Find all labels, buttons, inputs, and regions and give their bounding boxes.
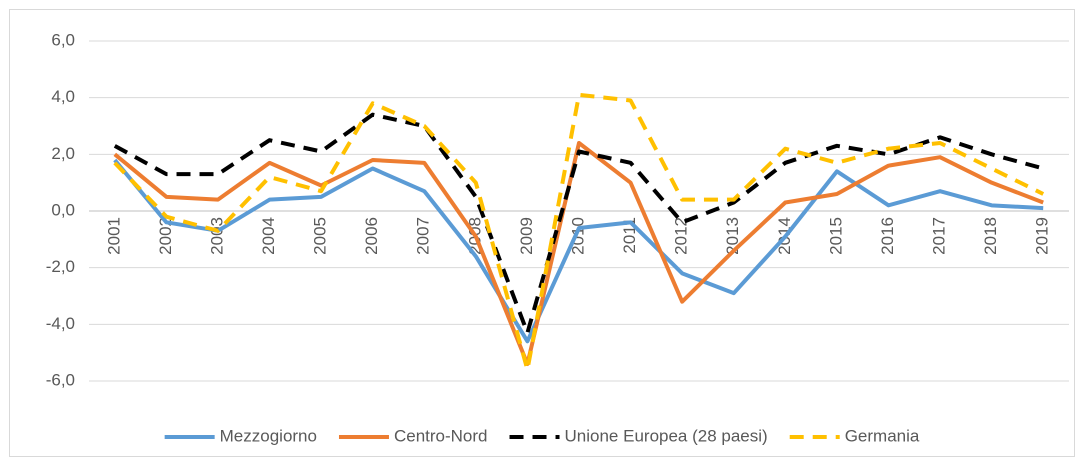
x-tick-label: 2002 [156, 217, 175, 255]
x-tick-label: 2016 [878, 217, 897, 255]
x-tick-label: 2012 [672, 217, 691, 255]
x-tick-label: 2003 [207, 217, 226, 255]
x-tick-label: 2007 [414, 217, 433, 255]
y-tick-label: 6,0 [51, 30, 75, 49]
y-tick-label: 2,0 [51, 144, 75, 163]
y-tick-label: -6,0 [46, 370, 75, 389]
x-tick-label: 2018 [981, 217, 1000, 255]
y-tick-label: 4,0 [51, 87, 75, 106]
x-tick-label: 2005 [311, 217, 330, 255]
series-line [113, 158, 1044, 344]
y-tick-label: 0,0 [51, 200, 75, 219]
legend-label: Centro-Nord [394, 426, 488, 445]
y-tick-label: -4,0 [46, 314, 75, 333]
series-line [113, 112, 1044, 335]
legend-label: Mezzogiorno [220, 426, 317, 445]
series-line [113, 141, 1044, 366]
x-tick-label: 2009 [517, 217, 536, 255]
x-tick-label: 2015 [826, 217, 845, 255]
y-tick-label: -2,0 [46, 257, 75, 276]
x-tick-label: 2001 [104, 217, 123, 255]
x-tick-label: 2017 [930, 217, 949, 255]
legend-label: Germania [845, 426, 920, 445]
x-tick-label: 2004 [259, 217, 278, 255]
x-tick-label: 2006 [362, 217, 381, 255]
chart-border [9, 9, 1075, 457]
legend-label: Unione Europea (28 paesi) [565, 426, 768, 445]
series-line [113, 92, 1045, 372]
x-tick-label: 2019 [1033, 217, 1052, 255]
